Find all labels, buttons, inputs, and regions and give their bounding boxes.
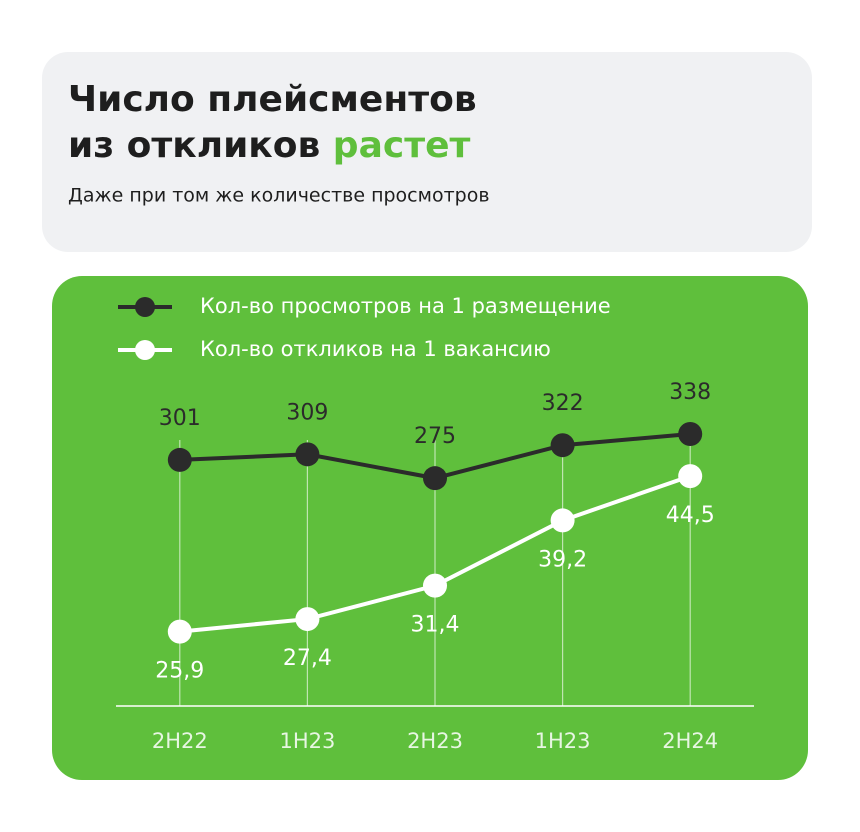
header-card	[42, 52, 812, 252]
legend-label: Кол-во откликов на 1 вакансию	[200, 337, 551, 361]
x-tick-label: 2H24	[662, 729, 718, 753]
data-label: 309	[286, 400, 328, 425]
data-point	[423, 573, 447, 598]
title-line: из откликов растет	[68, 125, 470, 166]
legend-marker	[135, 340, 155, 360]
x-tick-label: 1H23	[535, 729, 591, 753]
data-point	[550, 433, 575, 458]
data-label: 275	[414, 424, 456, 449]
data-label: 338	[669, 380, 711, 405]
data-point	[167, 619, 192, 644]
data-label: 27,4	[283, 646, 332, 671]
x-tick-label: 2H23	[407, 729, 463, 753]
title-text: из откликов	[68, 125, 320, 166]
data-label: 31,4	[411, 613, 460, 638]
data-label: 25,9	[155, 659, 204, 684]
legend-marker	[135, 297, 155, 317]
x-tick-label: 2H22	[152, 729, 208, 753]
data-point	[295, 607, 320, 632]
data-label: 44,5	[666, 503, 715, 528]
data-point	[678, 464, 703, 489]
subtitle: Даже при том же количестве просмотров	[68, 185, 490, 207]
data-point	[167, 447, 192, 472]
data-point	[295, 442, 320, 467]
x-tick-label: 1H23	[279, 729, 335, 753]
data-label: 301	[159, 406, 201, 431]
data-point	[550, 508, 575, 533]
data-point	[423, 466, 447, 491]
legend-label: Кол-во просмотров на 1 размещение	[200, 294, 611, 318]
data-label: 322	[542, 391, 584, 416]
title-line: Число плейсментов	[68, 79, 477, 120]
data-point	[678, 421, 703, 446]
chart-panel	[52, 276, 808, 780]
data-label: 39,2	[538, 547, 587, 572]
title-highlight: растет	[333, 125, 471, 166]
